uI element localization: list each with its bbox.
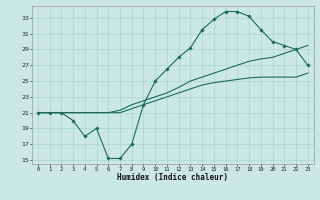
X-axis label: Humidex (Indice chaleur): Humidex (Indice chaleur)	[117, 173, 228, 182]
